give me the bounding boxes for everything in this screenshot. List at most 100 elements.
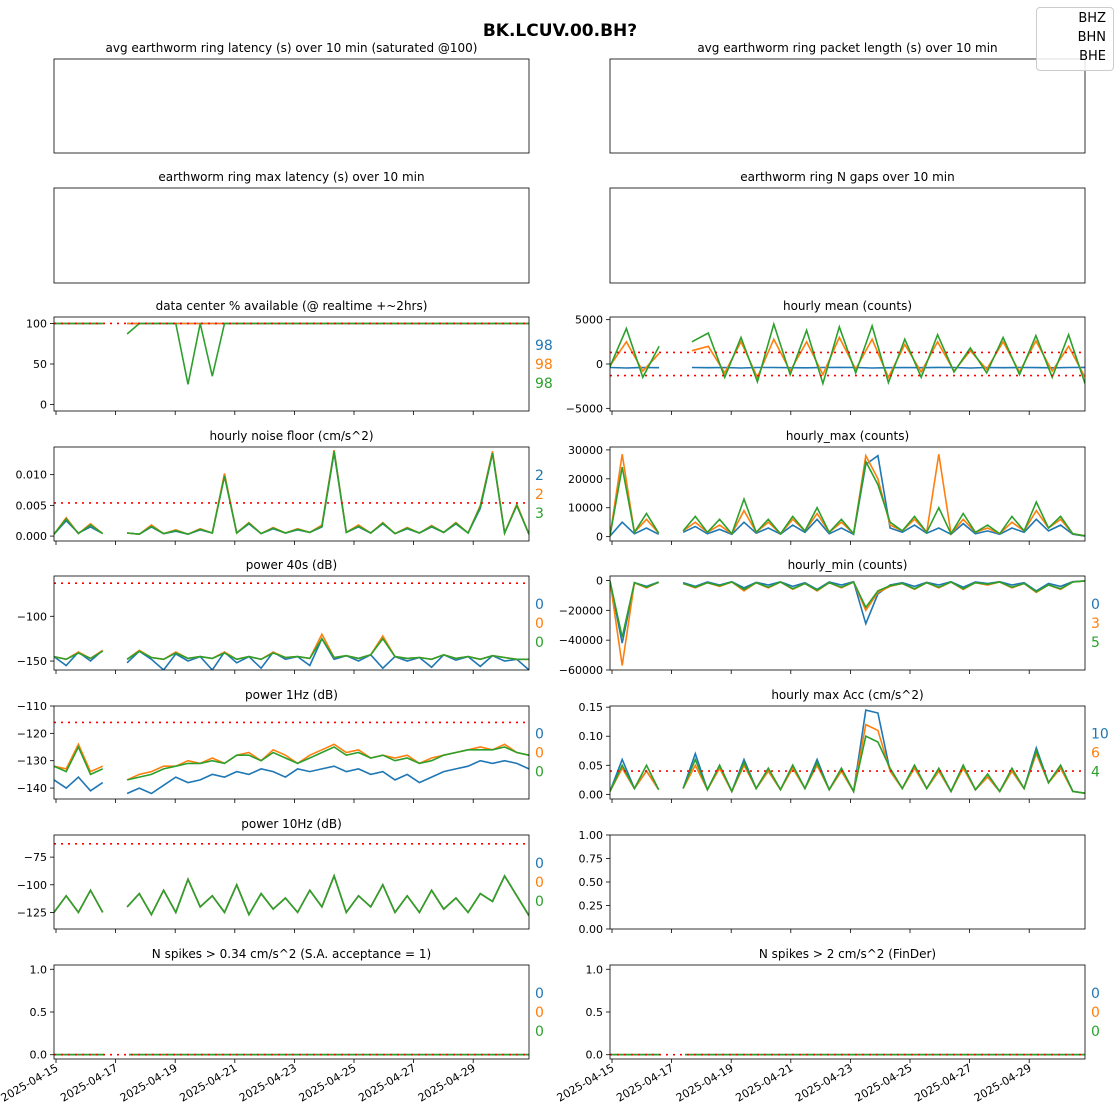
panel-frame-mean — [609, 316, 1086, 412]
panel-title-maxlat: earthworm ring max latency (s) over 10 m… — [158, 170, 424, 184]
side-value-avail-0: 98 — [535, 338, 553, 354]
panel-title-power10: power 10Hz (dB) — [241, 817, 342, 831]
x-tick-label: 2025-04-25 — [297, 1061, 359, 1104]
x-tick-label: 2025-04-21 — [177, 1061, 239, 1104]
panel-frame-latency — [53, 58, 530, 154]
side-value-noise-1: 2 — [535, 487, 544, 503]
panel-title-ngaps: earthworm ring N gaps over 10 min — [740, 170, 954, 184]
series-line-bhe-hmaxacc — [610, 763, 660, 792]
panel-frame-packet — [609, 58, 1086, 154]
x-tick-label: 2025-04-17 — [614, 1061, 676, 1104]
y-tick-label-hmaxacc: 0.00 — [579, 788, 604, 801]
series-line-bhe-hmaxacc — [682, 735, 1085, 794]
series-line-bhe-power1 — [54, 745, 104, 776]
y-tick-label-avail: 50 — [33, 358, 47, 371]
panel-frame-maxlat — [53, 187, 530, 284]
panel-frame-ngaps — [609, 187, 1086, 284]
side-value-spikes034-0: 0 — [535, 986, 544, 1002]
series-line-bhe-noise — [127, 451, 529, 536]
panel-title-hmaxacc: hourly max Acc (cm/s^2) — [771, 688, 923, 702]
side-value-hmaxacc-1: 6 — [1091, 746, 1100, 762]
y-tick-label-noise: 0.005 — [16, 499, 48, 512]
side-value-spikes2-0: 0 — [1091, 986, 1100, 1002]
side-value-power40-1: 0 — [535, 616, 544, 632]
side-value-avail-1: 98 — [535, 357, 553, 373]
y-tick-label-power10: −75 — [24, 851, 47, 864]
side-value-power10-2: 0 — [535, 894, 544, 910]
side-value-hmaxacc-2: 4 — [1091, 765, 1100, 781]
side-value-hmin-2: 5 — [1091, 635, 1100, 651]
x-tick-label: 2025-04-27 — [356, 1061, 418, 1104]
series-line-bhe-hmin — [610, 581, 659, 638]
series-line-bhe-power1 — [126, 746, 529, 781]
side-value-noise-0: 2 — [535, 468, 544, 484]
panel-title-hmax: hourly_max (counts) — [786, 429, 909, 443]
series-line-bhe-hmax — [682, 459, 1085, 537]
series-line-bhz-hmin — [682, 580, 1085, 627]
panel-frame-spikes034 — [53, 964, 530, 1060]
side-value-hmin-1: 3 — [1091, 616, 1100, 632]
x-tick-label: 2025-04-25 — [853, 1061, 915, 1104]
side-value-power40-2: 0 — [535, 635, 544, 651]
y-tick-label-mean: −5000 — [566, 402, 603, 415]
y-tick-label-power40: −150 — [17, 655, 47, 668]
legend-item-bhe: BHE — [1079, 49, 1106, 64]
panel-frame-power10 — [53, 834, 530, 930]
side-value-hmaxacc-0: 10 — [1091, 727, 1109, 743]
y-tick-label-hmin: −60000 — [559, 664, 603, 677]
side-value-power40-0: 0 — [535, 597, 544, 613]
side-value-power10-0: 0 — [535, 856, 544, 872]
y-tick-label-hmin: −20000 — [559, 604, 603, 617]
panel-frame-hmaxacc — [609, 705, 1086, 800]
figure-title: BK.LCUV.00.BH? — [483, 21, 637, 41]
x-tick-label: 2025-04-29 — [972, 1061, 1034, 1104]
series-line-bhe-hmax — [610, 467, 660, 536]
panel-title-spikes2: N spikes > 2 cm/s^2 (FinDer) — [759, 947, 936, 961]
series-line-bhe-mean — [691, 321, 1085, 387]
series-line-bhn-mean — [610, 340, 660, 373]
panel-title-mean: hourly mean (counts) — [783, 299, 912, 313]
y-tick-label-spikes034: 1.0 — [30, 963, 48, 976]
y-tick-label-power10: −125 — [17, 906, 47, 919]
y-tick-label-hmax: 10000 — [568, 502, 603, 515]
series-line-bhz-hmax — [610, 521, 660, 537]
panel-frame-spikes2 — [609, 964, 1086, 1060]
side-value-noise-2: 3 — [535, 506, 544, 522]
panel-title-hmin: hourly_min (counts) — [788, 558, 908, 572]
series-line-bhe-power10 — [54, 888, 104, 914]
panel-title-power1: power 1Hz (dB) — [245, 688, 338, 702]
side-value-power10-1: 0 — [535, 875, 544, 891]
side-value-spikes2-2: 0 — [1091, 1024, 1100, 1040]
x-tick-label: 2025-04-17 — [58, 1061, 120, 1104]
x-tick-label: 2025-04-23 — [793, 1061, 855, 1104]
side-value-power1-0: 0 — [535, 727, 544, 743]
series-line-bhz-power40 — [126, 636, 529, 670]
y-tick-label-power1: −140 — [17, 782, 47, 795]
side-value-spikes2-1: 0 — [1091, 1005, 1100, 1021]
y-tick-label-mean: 0 — [596, 358, 603, 371]
y-tick-label-avail: 100 — [26, 317, 47, 330]
y-tick-label-hmax: 0 — [596, 531, 603, 544]
series-line-bhn-hmin — [610, 581, 660, 666]
y-tick-label-noise: 0.010 — [16, 469, 48, 482]
y-tick-label-blank: 0.75 — [579, 853, 604, 866]
side-value-hmin-0: 0 — [1091, 597, 1100, 613]
y-tick-label-blank: 0.00 — [579, 923, 604, 936]
panel-title-spikes034: N spikes > 0.34 cm/s^2 (S.A. acceptance … — [152, 947, 431, 961]
series-line-bhz-power1 — [54, 775, 104, 792]
y-tick-label-spikes2: 1.0 — [586, 963, 604, 976]
panel-frame-noise — [53, 446, 530, 542]
side-value-power1-1: 0 — [535, 746, 544, 762]
y-tick-label-hmax: 20000 — [568, 473, 603, 486]
y-tick-label-hmaxacc: 0.10 — [579, 730, 604, 743]
y-tick-label-mean: 5000 — [575, 314, 603, 327]
y-tick-label-blank: 0.50 — [579, 876, 604, 889]
legend-item-bhz: BHZ — [1078, 11, 1106, 26]
panel-frame-avail — [53, 316, 530, 412]
x-tick-label: 2025-04-23 — [237, 1061, 299, 1104]
panel-frame-power1 — [53, 705, 530, 800]
y-tick-label-power1: −130 — [17, 755, 47, 768]
series-line-bhe-power40 — [54, 650, 104, 661]
series-line-bhz-mean — [610, 366, 660, 369]
